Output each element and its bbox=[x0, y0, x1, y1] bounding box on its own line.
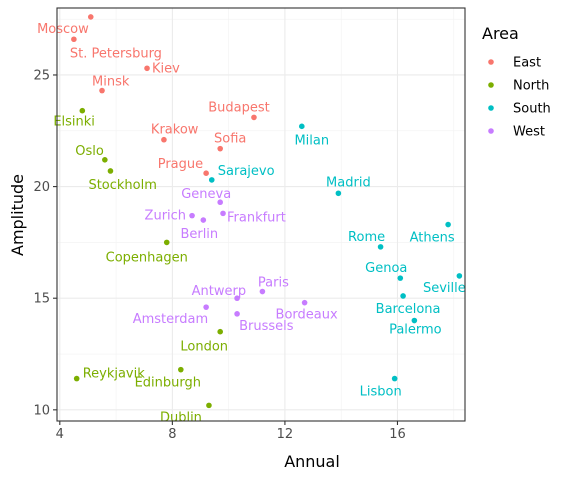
point-label: Reykjavik bbox=[83, 367, 146, 382]
data-point bbox=[377, 244, 384, 250]
y-tick-label: 20 bbox=[33, 180, 50, 195]
point-label: Brussels bbox=[239, 319, 294, 334]
point-label: Oslo bbox=[75, 144, 104, 159]
point-label: Barcelona bbox=[376, 302, 441, 317]
legend-key bbox=[488, 105, 494, 111]
x-axis-title: Annual bbox=[284, 452, 340, 471]
legend: Area East North South West bbox=[482, 24, 551, 140]
data-point bbox=[71, 36, 77, 43]
legend-label: East bbox=[513, 56, 541, 71]
data-point bbox=[217, 199, 223, 206]
legend-label: North bbox=[513, 79, 549, 94]
data-point bbox=[217, 328, 223, 335]
data-point bbox=[335, 190, 342, 197]
point-label: Minsk bbox=[92, 75, 130, 90]
data-point bbox=[400, 293, 406, 299]
data-point bbox=[99, 87, 105, 94]
point-label: Zurich bbox=[145, 209, 187, 224]
data-point bbox=[234, 295, 240, 302]
point-label: Milan bbox=[294, 133, 329, 148]
grid-lines bbox=[57, 8, 465, 421]
point-label: London bbox=[180, 340, 228, 355]
data-point bbox=[161, 136, 167, 143]
y-axis-title: Amplitude bbox=[8, 174, 27, 256]
point-label: Krakow bbox=[151, 123, 199, 138]
legend-key bbox=[488, 59, 494, 65]
x-tick-label: 4 bbox=[56, 427, 64, 442]
point-label: Berlin bbox=[180, 227, 218, 242]
point-label: Lisbon bbox=[360, 385, 402, 400]
point-label: Madrid bbox=[326, 175, 371, 190]
point-label: Rome bbox=[348, 230, 385, 245]
data-point bbox=[144, 65, 150, 72]
data-point bbox=[411, 317, 418, 324]
legend-key bbox=[488, 82, 494, 88]
legend-key bbox=[488, 128, 494, 134]
data-point bbox=[397, 275, 404, 281]
point-label: Dublin bbox=[160, 410, 202, 425]
x-tick-label: 16 bbox=[389, 427, 406, 442]
point-label: St. Petersburg bbox=[70, 46, 162, 61]
axes: 4 8 12 16 10 15 20 25 bbox=[33, 68, 405, 442]
point-label: Kiev bbox=[152, 61, 180, 76]
data-point bbox=[87, 14, 94, 20]
data-point bbox=[301, 299, 308, 306]
x-tick-label: 8 bbox=[168, 427, 176, 442]
y-tick-label: 10 bbox=[33, 403, 50, 418]
point-label: Seville bbox=[423, 281, 466, 296]
data-point bbox=[206, 402, 212, 409]
point-label: Palermo bbox=[389, 323, 442, 338]
data-point bbox=[251, 114, 257, 121]
point-label: Sofia bbox=[214, 132, 246, 147]
data-points bbox=[71, 14, 463, 409]
point-label: Bordeaux bbox=[276, 308, 338, 323]
point-label: Copenhagen bbox=[106, 250, 188, 265]
data-point bbox=[208, 177, 215, 183]
point-label: Elsinki bbox=[53, 115, 95, 130]
legend-label: South bbox=[513, 102, 551, 117]
data-point bbox=[107, 168, 114, 174]
point-label: Edinburgh bbox=[135, 376, 201, 391]
point-label: Geneva bbox=[181, 187, 231, 202]
y-tick-label: 15 bbox=[33, 292, 50, 307]
data-point bbox=[445, 221, 451, 228]
point-label: Frankfurt bbox=[227, 210, 286, 225]
data-point bbox=[178, 366, 184, 373]
point-label: Amsterdam bbox=[133, 312, 208, 327]
point-label: Budapest bbox=[208, 100, 270, 115]
x-tick-label: 12 bbox=[277, 427, 294, 442]
legend-title: Area bbox=[482, 24, 519, 43]
data-point bbox=[163, 239, 170, 246]
data-point bbox=[234, 311, 240, 317]
data-point bbox=[102, 157, 108, 163]
point-label: Prague bbox=[158, 157, 203, 172]
data-point bbox=[220, 210, 226, 217]
y-tick-label: 25 bbox=[33, 68, 50, 83]
data-point bbox=[456, 273, 463, 279]
data-point bbox=[203, 304, 209, 310]
data-point bbox=[299, 123, 305, 130]
data-point bbox=[73, 375, 80, 382]
point-label: Genoa bbox=[365, 261, 407, 276]
legend-label: West bbox=[513, 125, 545, 140]
point-label: Antwerp bbox=[192, 284, 246, 299]
data-point bbox=[217, 145, 223, 152]
panel-border bbox=[56, 7, 466, 422]
point-label: Moscow bbox=[37, 22, 89, 37]
point-label: Stockholm bbox=[88, 178, 156, 193]
data-point bbox=[391, 375, 398, 382]
data-point bbox=[200, 217, 207, 223]
point-label: Paris bbox=[258, 276, 289, 291]
point-label: Athens bbox=[410, 231, 455, 246]
point-label: Sarajevo bbox=[218, 164, 275, 179]
data-point bbox=[189, 212, 195, 219]
data-point bbox=[79, 107, 86, 114]
data-point bbox=[259, 288, 266, 295]
data-point bbox=[203, 170, 209, 176]
